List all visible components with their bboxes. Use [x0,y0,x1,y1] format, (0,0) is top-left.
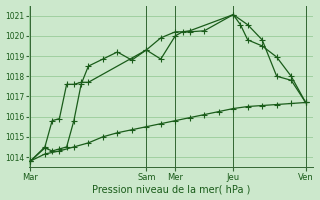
X-axis label: Pression niveau de la mer( hPa ): Pression niveau de la mer( hPa ) [92,184,250,194]
